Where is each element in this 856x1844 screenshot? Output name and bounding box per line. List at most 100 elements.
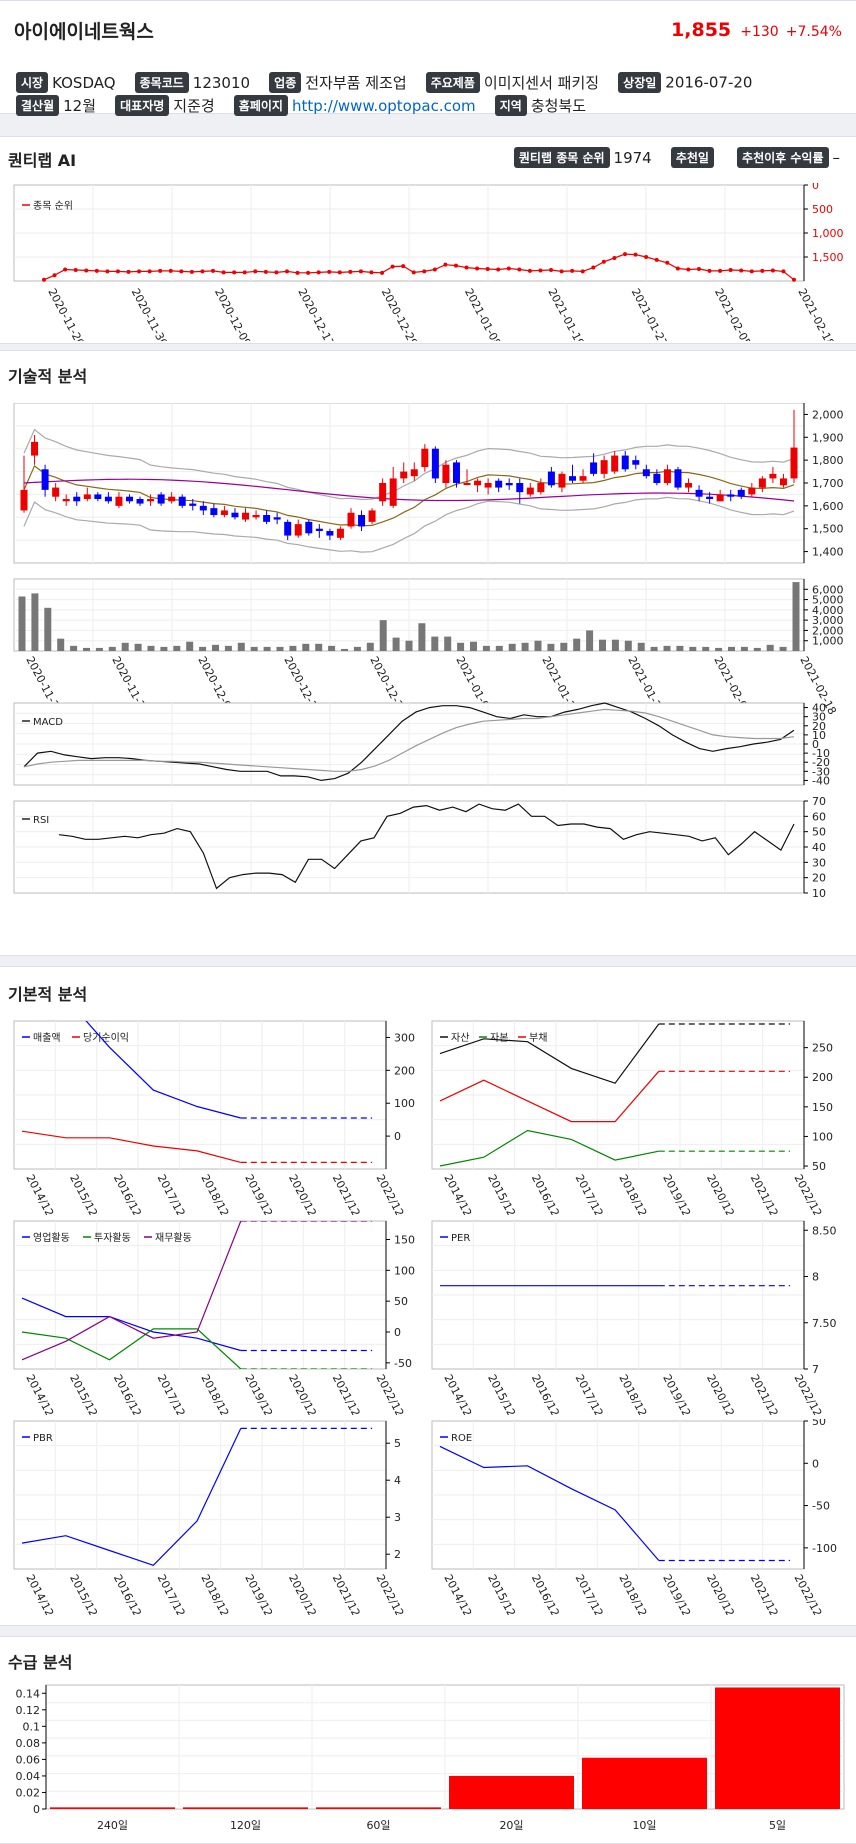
y-tick-label: 250 bbox=[812, 1042, 833, 1055]
y-tick-label: 0 bbox=[812, 1457, 819, 1470]
x-tick-label: 2019/12 bbox=[242, 1372, 275, 1415]
volume-bar bbox=[70, 645, 78, 651]
rank-point bbox=[496, 267, 501, 272]
candle-body bbox=[758, 478, 766, 488]
rank-point bbox=[274, 270, 279, 275]
info-value: 2016-07-20 bbox=[665, 73, 753, 92]
x-tick-label: 2014/12 bbox=[23, 1572, 56, 1615]
x-tick-label: 2020-12-09 bbox=[212, 286, 253, 341]
series-line bbox=[21, 1130, 241, 1163]
volume-bar bbox=[134, 643, 142, 651]
y-tick-label: 5 bbox=[394, 1437, 401, 1450]
rank-point bbox=[84, 268, 89, 273]
rank-point bbox=[221, 270, 226, 275]
y-tick-label: -40 bbox=[812, 774, 830, 787]
x-tick-label: 2015/12 bbox=[485, 1372, 518, 1415]
legend-label: 매출액 bbox=[33, 1032, 61, 1044]
rank-point bbox=[337, 270, 342, 275]
y-tick-label: 0 bbox=[394, 1326, 401, 1339]
info-label: 대표자명 bbox=[115, 95, 170, 116]
x-tick-label: 2020-11-30 bbox=[129, 286, 170, 341]
y-tick-label: 50 bbox=[812, 1419, 826, 1428]
y-tick-label: 40 bbox=[812, 702, 826, 715]
rank-point bbox=[696, 267, 701, 271]
volume-bar bbox=[482, 645, 490, 651]
return-label: 추천이후 수익률 bbox=[737, 147, 829, 168]
info-label: 지역 bbox=[494, 95, 527, 116]
y-tick-label: -50 bbox=[812, 1500, 830, 1513]
x-tick-label: 2018/12 bbox=[198, 1172, 231, 1215]
x-tick-label: 2021-01-08 bbox=[462, 286, 503, 341]
volume-bar bbox=[534, 640, 542, 651]
x-tick-label: 60일 bbox=[366, 1818, 390, 1832]
homepage-link[interactable]: http://www.optopac.com bbox=[291, 96, 476, 115]
y-tick-label: -30 bbox=[812, 765, 830, 778]
rank-point bbox=[665, 260, 670, 265]
y-tick-label: 0 bbox=[812, 738, 819, 751]
rank-point bbox=[580, 269, 585, 274]
y-tick-label: 1,900 bbox=[812, 431, 844, 444]
x-tick-label: 2019/12 bbox=[660, 1372, 693, 1415]
rank-point bbox=[749, 269, 754, 274]
candle-body bbox=[73, 496, 81, 502]
y-tick-label: 7.50 bbox=[812, 1317, 837, 1330]
rank-point bbox=[253, 269, 258, 274]
legend-label: MACD bbox=[33, 717, 63, 728]
rank-point bbox=[728, 267, 733, 272]
ma-long bbox=[23, 478, 795, 502]
rank-point bbox=[770, 268, 775, 273]
y-tick-label: 6,000,000 bbox=[812, 583, 844, 596]
x-tick-label: 2020-12-17 bbox=[295, 286, 336, 341]
y-tick-label: 20 bbox=[812, 872, 826, 885]
x-tick-label: 2020/12 bbox=[704, 1372, 737, 1415]
volume-bar bbox=[224, 645, 232, 651]
legend-label: 자본 bbox=[490, 1032, 508, 1044]
rank-point bbox=[644, 255, 649, 259]
rank-point bbox=[591, 265, 596, 270]
volume-bar bbox=[792, 582, 800, 651]
x-tick-label: 2017/12 bbox=[155, 1572, 188, 1615]
x-tick-label: 5일 bbox=[769, 1818, 786, 1832]
price-change-pct: +7.54% bbox=[785, 24, 842, 40]
rank-point bbox=[327, 269, 332, 274]
x-tick-label: 2014/12 bbox=[441, 1372, 474, 1415]
candle-body bbox=[220, 510, 228, 515]
x-tick-label: 240일 bbox=[97, 1818, 128, 1832]
y-tick-label: 150 bbox=[812, 1101, 833, 1114]
volume-bar bbox=[650, 646, 658, 651]
series-line bbox=[439, 1023, 660, 1084]
return-value: – bbox=[832, 148, 841, 167]
rank-point bbox=[200, 269, 205, 274]
rank-point bbox=[570, 268, 575, 273]
legend-label: RSI bbox=[33, 815, 49, 826]
candle-body bbox=[779, 478, 787, 486]
rank-point bbox=[369, 270, 374, 275]
candle-body bbox=[590, 462, 598, 474]
volume-bar bbox=[250, 646, 258, 651]
x-tick-label: 2021/12 bbox=[748, 1372, 781, 1415]
x-tick-label: 2021-02-18 bbox=[795, 286, 836, 341]
candle-body bbox=[400, 471, 408, 479]
volume-bar bbox=[276, 646, 284, 651]
y-tick-label: 70 bbox=[812, 795, 826, 808]
candle-body bbox=[663, 469, 671, 483]
x-tick-label: 2016/12 bbox=[529, 1372, 562, 1415]
x-tick-label: 2014/12 bbox=[441, 1172, 474, 1215]
volume-bar bbox=[405, 640, 413, 651]
sales-chart: 0 100 200 300 매출액 당기순이익 2014/12 2015/12 2016/12 2… bbox=[13, 1020, 415, 1215]
rank-point bbox=[284, 269, 289, 274]
series-group bbox=[21, 1221, 373, 1369]
supply-bar bbox=[316, 1807, 441, 1809]
supply-bar bbox=[183, 1807, 308, 1809]
y-tick-label: 40 bbox=[812, 841, 826, 854]
supply-bar bbox=[50, 1807, 175, 1809]
y-tick-label: 0.08 bbox=[16, 1737, 41, 1750]
x-tick-label: 2021-01-19 bbox=[545, 286, 586, 341]
candle-body bbox=[505, 483, 513, 486]
legend-label: PER bbox=[451, 1233, 470, 1244]
volume-bar bbox=[237, 642, 245, 651]
y-tick-label: 100 bbox=[812, 1130, 833, 1143]
candle-body bbox=[326, 531, 334, 536]
info-label: 업종 bbox=[269, 72, 302, 93]
legend-label: 부채 bbox=[529, 1032, 547, 1044]
